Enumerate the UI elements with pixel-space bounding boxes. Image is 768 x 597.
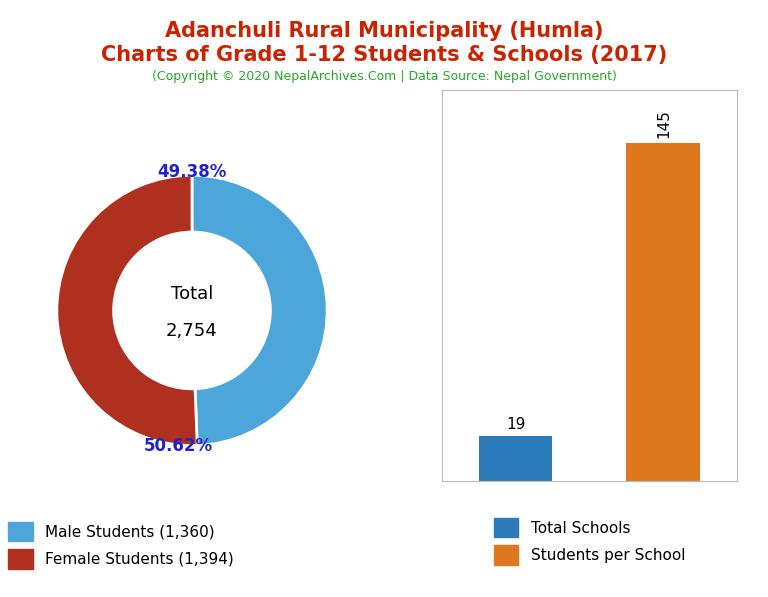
Text: 19: 19 — [506, 417, 525, 432]
Legend: Total Schools, Students per School: Total Schools, Students per School — [488, 512, 691, 571]
Text: Total: Total — [170, 285, 214, 303]
Text: Charts of Grade 1-12 Students & Schools (2017): Charts of Grade 1-12 Students & Schools … — [101, 45, 667, 65]
Wedge shape — [57, 176, 197, 445]
Legend: Male Students (1,360), Female Students (1,394): Male Students (1,360), Female Students (… — [4, 517, 238, 573]
Text: 2,754: 2,754 — [166, 322, 218, 340]
Bar — [627, 143, 700, 481]
Text: Adanchuli Rural Municipality (Humla): Adanchuli Rural Municipality (Humla) — [165, 21, 603, 41]
Text: 145: 145 — [656, 110, 671, 139]
Text: 49.38%: 49.38% — [157, 163, 227, 181]
Bar — [478, 436, 552, 481]
Wedge shape — [192, 176, 327, 445]
Text: 50.62%: 50.62% — [144, 436, 213, 454]
Text: (Copyright © 2020 NepalArchives.Com | Data Source: Nepal Government): (Copyright © 2020 NepalArchives.Com | Da… — [151, 70, 617, 83]
